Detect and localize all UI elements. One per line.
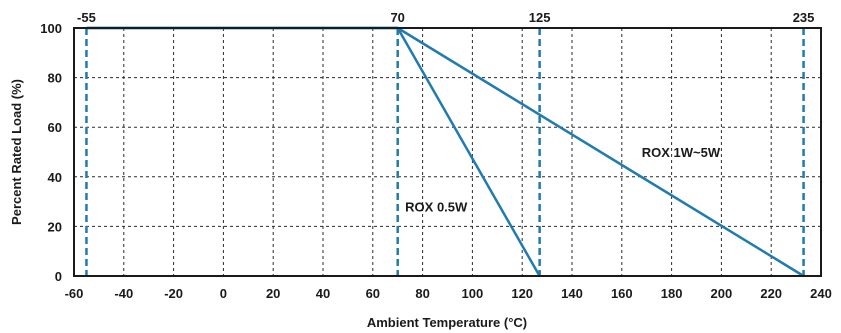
y-axis-title: Percent Rated Load (%) [9,79,24,225]
x-tick-label: 60 [366,286,380,301]
marker-label-1: -55 [77,10,96,25]
x-tick-label: 120 [511,286,533,301]
x-axis-title: Ambient Temperature (°C) [367,315,527,330]
marker-label-4: 235 [793,10,815,25]
x-tick-label: -40 [114,286,133,301]
x-tick-label: 180 [661,286,683,301]
temperature-markers: -55 70 125 235 [77,10,814,276]
series-annotation-2: ROX 1W~5W [642,145,721,160]
x-tick-label: 220 [760,286,782,301]
x-tick-label: 0 [220,286,227,301]
x-tick-label: -20 [164,286,183,301]
plot-frame [73,27,822,277]
y-tick-label: 0 [55,269,62,284]
x-tick-label: 100 [462,286,484,301]
x-tick-label: 80 [415,286,429,301]
series-line-1 [86,26,541,277]
y-tick-label: 100 [40,21,62,36]
marker-label-3: 125 [529,10,551,25]
annotations: ROX 0.5W ROX 1W~5W [405,145,721,215]
x-tick-label: 140 [561,286,583,301]
y-tick-label: 40 [48,170,62,185]
y-tick-label: 20 [48,219,62,234]
x-tick-label: 200 [711,286,733,301]
marker-label-2: 70 [390,10,404,25]
x-tick-label: 40 [316,286,330,301]
y-tick-label: 80 [48,71,62,86]
y-tick-label: 60 [48,120,62,135]
series-annotation-1: ROX 0.5W [405,200,468,215]
grid [74,28,821,276]
x-tick-label: -60 [65,286,84,301]
x-tick-label: 160 [611,286,633,301]
y-tick-labels: 0 20 40 60 80 100 [40,21,62,284]
x-tick-label: 240 [810,286,832,301]
x-tick-label: 20 [266,286,280,301]
x-tick-labels: -60 -40 -20 0 20 40 60 80 100 120 140 160 180 200 220 2… [65,286,832,301]
